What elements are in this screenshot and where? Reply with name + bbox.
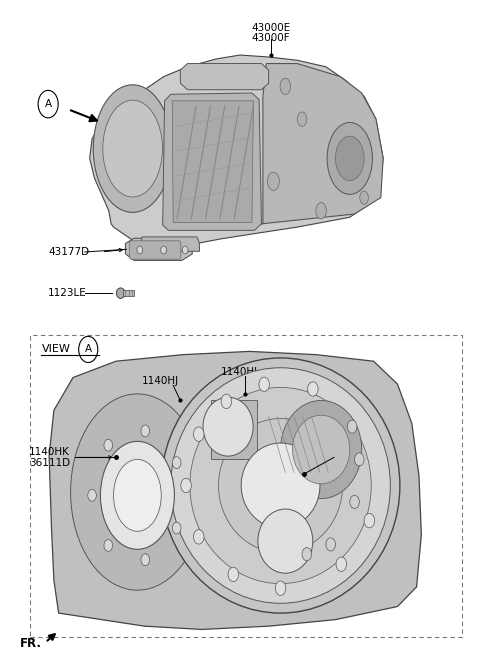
Ellipse shape	[316, 202, 326, 219]
Circle shape	[182, 246, 188, 254]
Circle shape	[141, 425, 150, 437]
Polygon shape	[180, 64, 269, 90]
Polygon shape	[125, 238, 192, 260]
Circle shape	[181, 478, 192, 493]
Text: 43177D: 43177D	[48, 247, 89, 257]
FancyBboxPatch shape	[129, 241, 181, 259]
Ellipse shape	[241, 443, 320, 528]
Circle shape	[104, 539, 112, 551]
Ellipse shape	[116, 288, 125, 298]
Circle shape	[350, 495, 360, 509]
Circle shape	[308, 382, 318, 396]
Circle shape	[348, 420, 357, 433]
Text: 43000F: 43000F	[252, 33, 290, 43]
Circle shape	[172, 457, 181, 468]
Text: A: A	[84, 344, 92, 354]
Polygon shape	[262, 64, 383, 224]
Polygon shape	[90, 55, 383, 244]
Text: 1123LE: 1123LE	[48, 288, 87, 298]
Polygon shape	[172, 101, 253, 223]
Ellipse shape	[336, 136, 364, 181]
Ellipse shape	[103, 100, 162, 197]
Text: 36111D: 36111D	[336, 458, 377, 468]
Polygon shape	[163, 93, 262, 231]
Ellipse shape	[161, 358, 400, 613]
Ellipse shape	[93, 85, 172, 212]
Text: VIEW: VIEW	[42, 344, 71, 354]
Ellipse shape	[267, 172, 279, 191]
Circle shape	[355, 453, 364, 466]
Bar	[30, 335, 462, 637]
Circle shape	[193, 530, 204, 544]
Circle shape	[141, 554, 150, 566]
Circle shape	[228, 567, 239, 581]
Ellipse shape	[280, 78, 290, 95]
Circle shape	[193, 427, 204, 442]
Ellipse shape	[71, 394, 204, 590]
Circle shape	[221, 394, 232, 409]
Circle shape	[104, 440, 112, 451]
Ellipse shape	[292, 415, 350, 484]
Ellipse shape	[114, 459, 161, 532]
Polygon shape	[140, 237, 199, 251]
FancyBboxPatch shape	[123, 290, 133, 296]
FancyBboxPatch shape	[211, 401, 257, 459]
Ellipse shape	[297, 112, 307, 126]
Circle shape	[137, 246, 143, 254]
Ellipse shape	[100, 442, 174, 549]
Polygon shape	[49, 351, 421, 629]
Circle shape	[172, 522, 181, 534]
Circle shape	[336, 557, 347, 572]
Text: 36111D: 36111D	[29, 458, 70, 468]
Circle shape	[326, 538, 336, 551]
Circle shape	[88, 489, 96, 501]
Ellipse shape	[218, 419, 343, 553]
Text: 1140HK: 1140HK	[29, 447, 70, 457]
Ellipse shape	[203, 397, 253, 456]
Circle shape	[161, 246, 167, 254]
Circle shape	[276, 581, 286, 595]
Text: 1140HJ: 1140HJ	[142, 376, 180, 386]
Ellipse shape	[327, 122, 372, 194]
Ellipse shape	[281, 401, 362, 499]
Ellipse shape	[258, 509, 313, 573]
Circle shape	[364, 514, 374, 528]
Text: 1140HK: 1140HK	[336, 447, 376, 457]
Text: FR.: FR.	[20, 637, 42, 650]
Ellipse shape	[360, 191, 368, 204]
Ellipse shape	[171, 368, 390, 603]
Text: 1140HJ: 1140HJ	[221, 367, 258, 376]
Text: 43000E: 43000E	[252, 22, 291, 33]
Text: A: A	[45, 99, 52, 109]
Ellipse shape	[190, 388, 371, 583]
Circle shape	[259, 377, 269, 392]
Circle shape	[302, 548, 312, 560]
